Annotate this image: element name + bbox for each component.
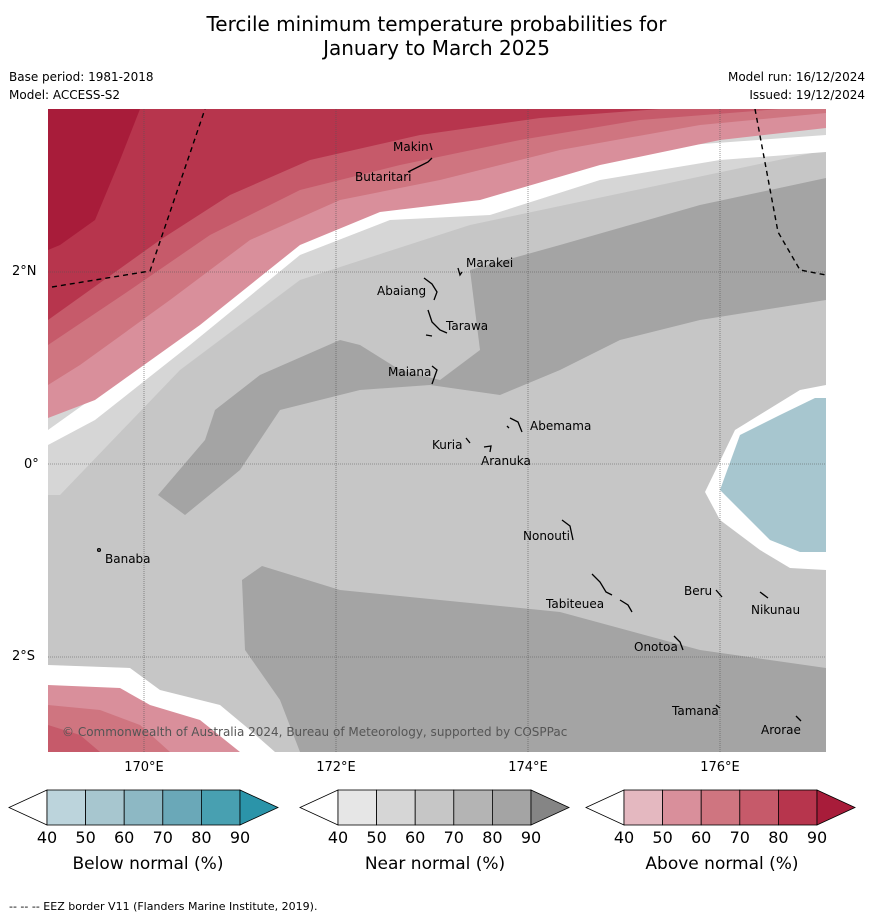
colorbar-near-swatch [337,789,377,826]
place-kuria: Kuria [432,438,463,452]
colorbar-near-swatch [453,789,493,826]
colorbar-near-tick: 40 [327,828,349,847]
place-makin: Makin [393,140,429,154]
colorbar-near-tick: 60 [405,828,426,847]
place-butaritari: Butaritari [355,170,412,184]
place-tabiteuea: Tabiteuea [545,597,604,611]
place-nikunau: Nikunau [751,603,800,617]
below-normal-50-area [720,398,826,552]
near-normal-70-area-north [158,178,826,515]
lon-label-170e: 170°E [124,760,164,775]
lon-label-176e: 176°E [700,760,740,775]
colorbar-below-extend-low [8,789,48,826]
place-aranuka: Aranuka [481,454,531,468]
place-onotoa: Onotoa [634,640,678,654]
title-line-1: Tercile minimum temperature probabilitie… [206,12,667,36]
near-normal-70-area-south [242,566,826,752]
colorbar-above-swatch [662,789,702,826]
colorbar-title-near: Near normal (%) [364,854,506,874]
lat-label-2s: 2°S [12,649,36,664]
colorbar-below-tick: 80 [191,828,212,847]
colorbar-above-swatch [700,789,741,826]
place-marakei: Marakei [466,256,513,270]
place-nonouti: Nonouti [523,529,570,543]
colorbar-near-tick: 50 [366,828,387,847]
colorbar-below-swatch [200,789,241,826]
place-arorae: Arorae [761,723,801,737]
colorbar-title-below: Below normal (%) [72,854,224,874]
colorbar-above-tick: 80 [768,828,789,847]
lat-label-2n: 2°N [12,264,37,279]
colorbar-below-swatch [85,789,125,826]
colorbar-below-tick: 60 [114,828,135,847]
island-outlines [96,142,802,722]
model-name: Model: ACCESS-S2 [9,88,121,102]
colorbar-above-tick: 90 [806,828,828,847]
colorbar-above-extend-high [816,789,856,826]
colorbar-near-swatch [414,789,455,826]
place-abemama: Abemama [530,419,591,433]
colorbar-below-swatch [162,789,202,826]
copyright-notice: © Commonwealth of Australia 2024, Bureau… [62,725,567,739]
colorbar-below-swatch [123,789,164,826]
colorbar-title-above: Above normal (%) [645,854,799,874]
graticule [48,109,826,752]
colorbar-near-tick: 80 [482,828,503,847]
place-beru: Beru [684,584,712,598]
colorbar-below-tick: 50 [75,828,96,847]
title-line-2: January to March 2025 [323,36,550,60]
lon-label-172e: 172°E [316,760,356,775]
place-abaiang: Abaiang [377,284,426,298]
colorbar-near-tick: 90 [520,828,542,847]
base-period: Base period: 1981-2018 [9,70,154,84]
place-maiana: Maiana [388,365,431,379]
colorbar-above-swatch [623,789,663,826]
colorbar-near-extend-low [299,789,339,826]
colorbar-above-swatch [739,789,779,826]
colorbar-below-swatch [46,789,86,826]
place-tamana: Tamana [671,704,719,718]
place-tarawa: Tarawa [445,319,488,333]
colorbar-below-tick: 70 [152,828,173,847]
above-normal-80-area [48,109,660,320]
colorbar-above-tick: 70 [729,828,750,847]
above-normal-70-area-south [48,725,100,752]
eez-legend-footer: -- -- -- EEZ border V11 (Flanders Marine… [9,900,318,913]
colorbar-below-tick: 40 [36,828,58,847]
issued-date: Issued: 19/12/2024 [749,88,865,102]
meta-right: Model run: 16/12/2024 Issued: 19/12/2024 [728,68,865,104]
colorbars [8,789,856,826]
eez-border [51,109,826,288]
lon-label-174e: 174°E [508,760,548,775]
lat-label-0: 0° [24,457,39,472]
colorbar-above-tick: 50 [652,828,673,847]
colorbar-below-tick: 90 [229,828,251,847]
colorbar-above-swatch [778,789,818,826]
colorbar-above-tick: 60 [691,828,712,847]
colorbar-near-swatch [376,789,416,826]
above-normal-90-area [48,109,140,250]
colorbar-near-tick: 70 [443,828,464,847]
place-banaba: Banaba [105,552,151,566]
colorbar-above-tick: 40 [613,828,635,847]
colorbar-near-swatch [491,789,532,826]
map-fields: Makin Butaritari Marakei Abaiang Tarawa … [48,109,826,752]
model-run: Model run: 16/12/2024 [727,70,865,84]
colorbar-above-extend-low [585,789,625,826]
map-title: Tercile minimum temperature probabilitie… [0,12,873,60]
place-labels: Makin Butaritari Marakei Abaiang Tarawa … [105,140,801,737]
colorbar-below-extend-high [239,789,279,826]
meta-left: Base period: 1981-2018 Model: ACCESS-S2 [9,68,154,104]
colorbar-near-extend-high [530,789,570,826]
